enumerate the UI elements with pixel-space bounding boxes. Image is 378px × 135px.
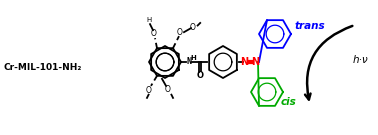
Text: H: H [190, 55, 196, 61]
Text: O: O [197, 72, 203, 80]
Text: cis: cis [281, 97, 297, 107]
Text: H: H [146, 17, 152, 23]
Text: O: O [146, 86, 152, 95]
Text: N: N [251, 57, 259, 67]
Text: N: N [186, 57, 192, 65]
Text: O: O [151, 29, 157, 38]
Text: O: O [190, 23, 196, 32]
Text: h·ν: h·ν [352, 55, 368, 65]
Text: O: O [165, 85, 171, 94]
Text: N: N [240, 57, 248, 67]
Text: trans: trans [295, 21, 325, 31]
Text: Cr-MIL-101-NH₂: Cr-MIL-101-NH₂ [4, 63, 82, 72]
Text: O: O [177, 28, 183, 37]
